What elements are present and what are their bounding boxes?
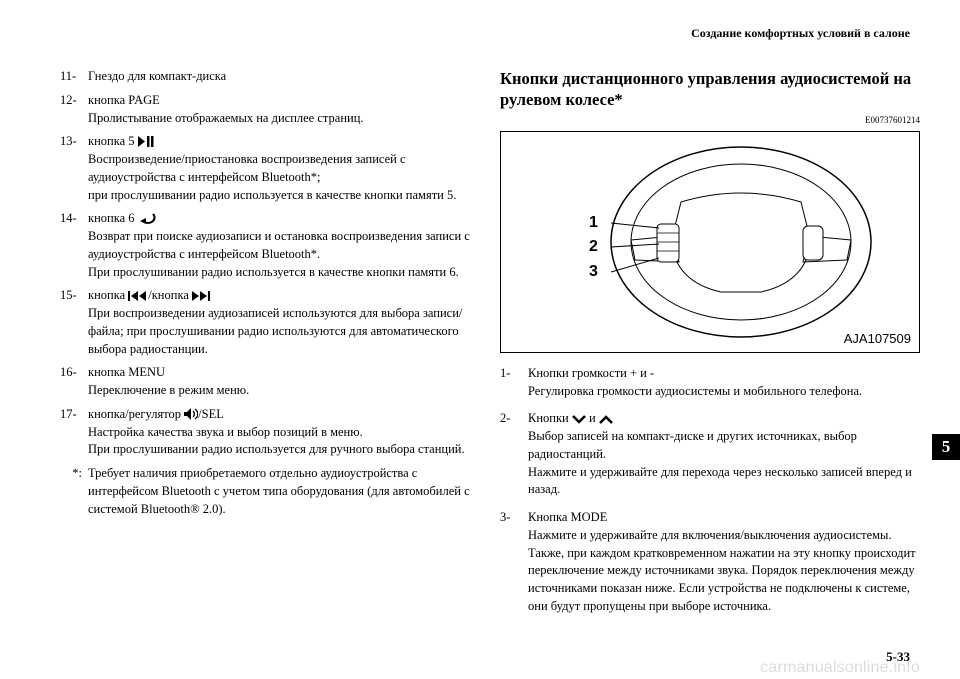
item-text: Гнездо для компакт-диска: [88, 68, 482, 86]
watermark: carmanualsonline.info: [760, 659, 920, 677]
list-item: 15- кнопка /кнопка При воспроизведении а…: [60, 287, 482, 358]
list-item: 14- кнопка 6 Возврат при поиске аудиозап…: [60, 210, 482, 281]
item-text: Кнопки громкости + и -Регулировка громко…: [528, 365, 920, 401]
figure-label-1: 1: [589, 214, 598, 232]
button-cluster-icon: [657, 224, 679, 262]
right-column: Кнопки дистанционного управления аудиоси…: [500, 68, 920, 626]
return-icon: [138, 213, 156, 224]
item-number: 11-: [60, 68, 88, 86]
footnote-mark: *:: [60, 465, 88, 518]
steering-wheel-svg: [501, 132, 919, 352]
steering-wheel-figure: 1 2 3 AJA107509: [500, 131, 920, 353]
list-item: 13- кнопка 5 Воспроизведение/приостановк…: [60, 133, 482, 204]
figure-label-2: 2: [589, 238, 598, 256]
section-heading: Кнопки дистанционного управления аудиоси…: [500, 68, 920, 111]
item-number: 12-: [60, 92, 88, 128]
footnote-text: Требует наличия приобретаемого отдельно …: [88, 465, 482, 518]
item-number: 17-: [60, 406, 88, 459]
running-title: Создание комфортных условий в салоне: [691, 26, 910, 41]
list-item: 1- Кнопки громкости + и -Регулировка гро…: [500, 365, 920, 401]
play-pause-icon: [138, 136, 154, 147]
list-item: 17- кнопка/регулятор /SELНастройка качес…: [60, 406, 482, 459]
figure-caption: AJA107509: [844, 331, 911, 346]
item-text: Кнопки и Выбор записей на компакт-диске …: [528, 410, 920, 499]
right-list: 1- Кнопки громкости + и -Регулировка гро…: [500, 365, 920, 616]
item-number: 16-: [60, 364, 88, 400]
item-number: 1-: [500, 365, 528, 401]
chevron-up-icon: [599, 415, 613, 424]
item-text: кнопка 5 Воспроизведение/приостановка во…: [88, 133, 482, 204]
list-item: 3- Кнопка MODEНажмите и удерживайте для …: [500, 509, 920, 616]
chevron-down-icon: [572, 415, 586, 424]
chapter-tab: 5: [932, 434, 960, 460]
item-text: кнопка PAGEПролистывание отображаемых на…: [88, 92, 482, 128]
left-column: 11- Гнездо для компакт-диска 12- кнопка …: [60, 68, 482, 626]
section-code: E00737601214: [500, 115, 920, 125]
volume-icon: [184, 408, 198, 420]
list-item: 12- кнопка PAGEПролистывание отображаемы…: [60, 92, 482, 128]
footnote: *: Требует наличия приобретаемого отдель…: [60, 465, 482, 518]
figure-label-3: 3: [589, 263, 598, 281]
list-item: 11- Гнездо для компакт-диска: [60, 68, 482, 86]
item-number: 15-: [60, 287, 88, 358]
item-text: кнопка/регулятор /SELНастройка качества …: [88, 406, 482, 459]
item-text: кнопка MENUПереключение в режим меню.: [88, 364, 482, 400]
list-item: 2- Кнопки и Выбор записей на компакт-дис…: [500, 410, 920, 499]
item-number: 13-: [60, 133, 88, 204]
item-text: Кнопка MODEНажмите и удерживайте для вкл…: [528, 509, 920, 616]
list-item: 16- кнопка MENUПереключение в режим меню…: [60, 364, 482, 400]
item-number: 2-: [500, 410, 528, 499]
item-number: 14-: [60, 210, 88, 281]
item-number: 3-: [500, 509, 528, 616]
item-text: кнопка 6 Возврат при поиске аудиозаписи …: [88, 210, 482, 281]
item-text: кнопка /кнопка При воспроизведении аудио…: [88, 287, 482, 358]
manual-page: Создание комфортных условий в салоне 11-…: [0, 0, 960, 679]
seek-forward-icon: [192, 291, 212, 301]
seek-back-icon: [128, 291, 148, 301]
two-column-layout: 11- Гнездо для компакт-диска 12- кнопка …: [60, 68, 920, 626]
